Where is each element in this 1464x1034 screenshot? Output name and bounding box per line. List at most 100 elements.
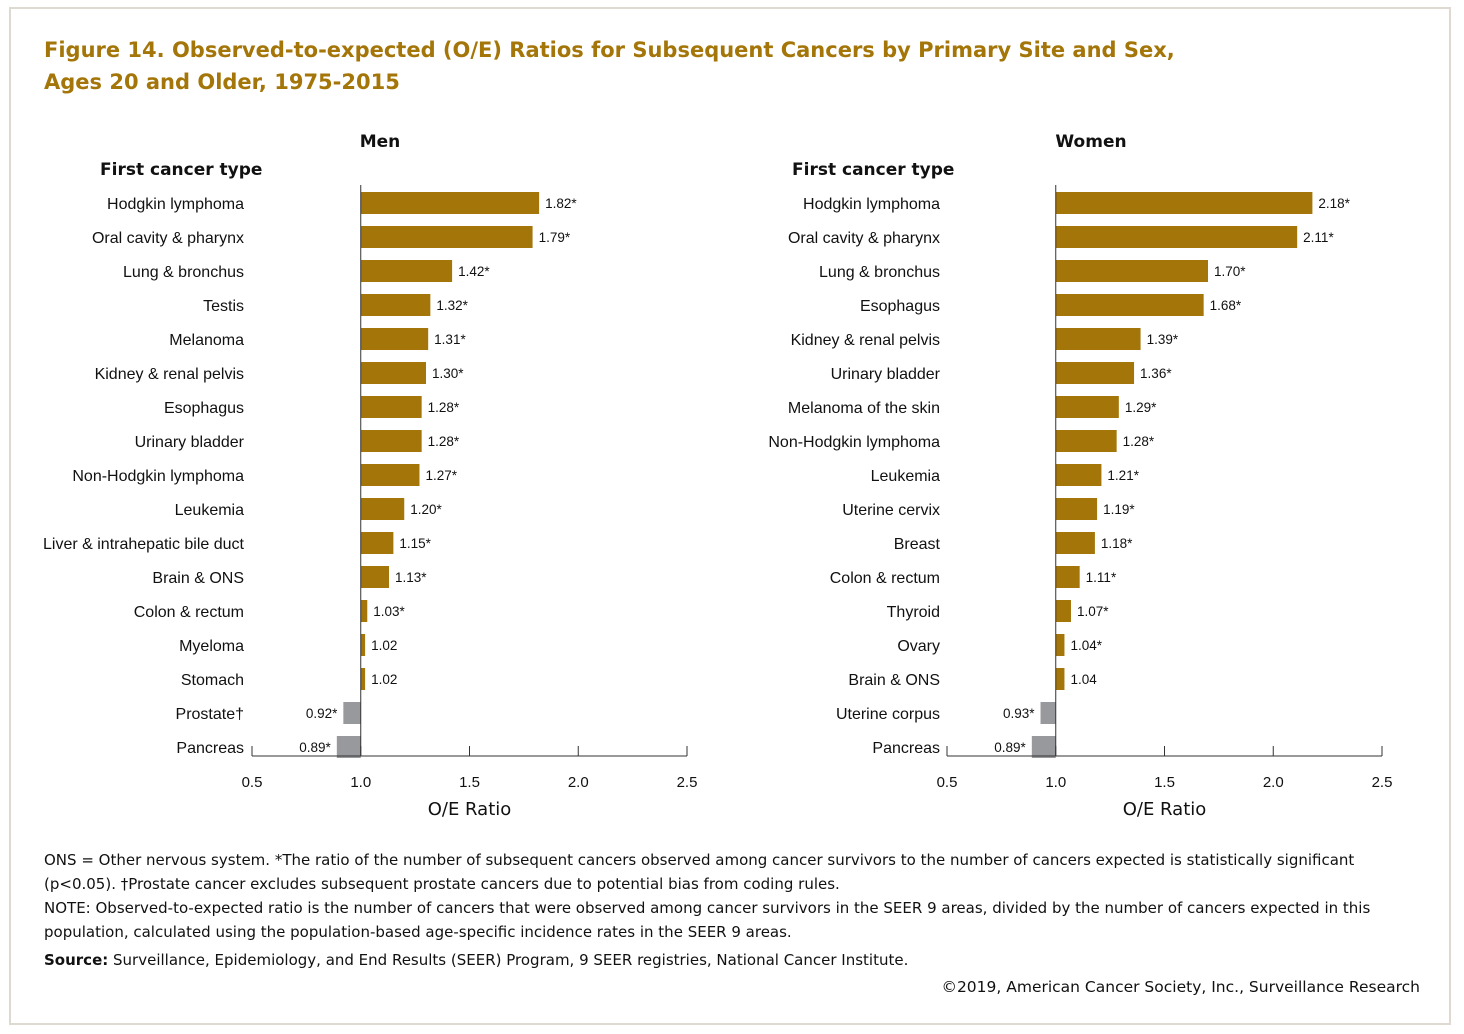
source-text: Surveillance, Epidemiology, and End Resu… — [113, 951, 909, 969]
women-bar — [1055, 532, 1095, 554]
women-category-label: Colon & rectum — [830, 570, 940, 587]
women-value-label: 1.21* — [1107, 468, 1139, 483]
men-category-label: Prostate† — [176, 706, 244, 723]
men-bar — [336, 736, 361, 758]
women-bar — [1055, 328, 1141, 350]
men-category-label: Lung & bronchus — [123, 264, 244, 281]
men-value-label: 1.30* — [432, 366, 464, 381]
men-value-label: 0.92* — [306, 706, 338, 721]
men-bar — [360, 464, 420, 486]
women-value-label: 0.89* — [994, 740, 1026, 755]
men-value-label: 1.31* — [434, 332, 466, 347]
men-value-label: 1.32* — [436, 298, 468, 313]
men-bar — [360, 294, 431, 316]
women-value-label: 1.39* — [1147, 332, 1179, 347]
men-category-label: Stomach — [181, 672, 244, 689]
women-category-label: Non-Hodgkin lymphoma — [768, 434, 940, 451]
women-bar — [1055, 464, 1102, 486]
women-bar — [1055, 600, 1071, 622]
men-bar — [343, 702, 361, 724]
women-category-label: Hodgkin lymphoma — [803, 196, 940, 213]
women-x-tick-label: 2.5 — [1372, 774, 1393, 791]
men-value-label: 1.79* — [539, 230, 571, 245]
women-value-label: 1.18* — [1101, 536, 1133, 551]
women-category-label: Brain & ONS — [848, 672, 940, 689]
men-panel-title: Men — [360, 132, 401, 152]
women-value-label: 1.36* — [1140, 366, 1172, 381]
women-value-label: 1.04* — [1070, 638, 1102, 653]
women-category-label: Uterine cervix — [842, 502, 940, 519]
source-label: Source: — [44, 951, 109, 969]
women-category-label: Kidney & renal pelvis — [791, 332, 940, 349]
women-value-label: 1.19* — [1103, 502, 1135, 517]
men-bar — [360, 634, 366, 656]
women-category-header: First cancer type — [792, 160, 954, 180]
men-x-axis-label: O/E Ratio — [428, 799, 512, 820]
women-bar — [1055, 294, 1204, 316]
men-category-label: Non-Hodgkin lymphoma — [72, 468, 244, 485]
men-category-header: First cancer type — [100, 160, 262, 180]
footnote-ons: ONS = Other nervous system. *The ratio o… — [44, 851, 1355, 893]
men-value-label: 1.13* — [395, 570, 427, 585]
women-x-tick-label: 2.0 — [1263, 774, 1284, 791]
women-x-axis-label: O/E Ratio — [1123, 799, 1207, 820]
men-x-tick-label: 1.0 — [350, 774, 371, 791]
women-category-label: Melanoma of the skin — [788, 400, 940, 417]
women-bar — [1055, 260, 1208, 282]
women-bar — [1055, 192, 1313, 214]
copyright: ©2019, American Cancer Society, Inc., Su… — [941, 978, 1420, 996]
women-value-label: 1.28* — [1123, 434, 1155, 449]
women-value-label: 1.68* — [1210, 298, 1242, 313]
women-value-label: 2.11* — [1303, 230, 1334, 245]
men-value-label: 1.02 — [371, 672, 397, 687]
men-value-label: 1.28* — [428, 434, 460, 449]
men-x-tick-label: 1.5 — [459, 774, 480, 791]
men-category-label: Kidney & renal pelvis — [95, 366, 244, 383]
men-category-label: Hodgkin lymphoma — [107, 196, 244, 213]
women-category-label: Urinary bladder — [831, 366, 941, 383]
figure-frame — [9, 7, 1451, 1025]
women-category-label: Thyroid — [887, 604, 940, 621]
men-bar — [360, 192, 540, 214]
men-category-label: Leukemia — [175, 502, 244, 519]
men-bar — [360, 600, 368, 622]
men-bar — [360, 226, 533, 248]
men-bar — [360, 396, 422, 418]
women-bar — [1055, 226, 1298, 248]
men-x-tick-label: 2.0 — [568, 774, 589, 791]
men-category-label: Testis — [203, 298, 244, 315]
women-value-label: 1.70* — [1214, 264, 1246, 279]
men-x-tick-label: 0.5 — [242, 774, 263, 791]
women-bar — [1055, 668, 1065, 690]
men-bar — [360, 566, 390, 588]
men-category-label: Oral cavity & pharynx — [92, 230, 244, 247]
footnote-note: NOTE: Observed-to-expected ratio is the … — [44, 899, 1371, 941]
women-category-label: Esophagus — [860, 298, 940, 315]
men-value-label: 1.42* — [458, 264, 490, 279]
women-bar — [1055, 566, 1080, 588]
women-value-label: 1.29* — [1125, 400, 1157, 415]
men-value-label: 1.03* — [373, 604, 405, 619]
figure-title: Figure 14. Observed-to-expected (O/E) Ra… — [44, 38, 1175, 94]
men-category-label: Pancreas — [176, 740, 244, 757]
women-value-label: 2.18* — [1318, 196, 1350, 211]
men-bar — [360, 430, 422, 452]
women-bar — [1055, 430, 1117, 452]
women-category-label: Pancreas — [872, 740, 940, 757]
men-x-tick-label: 2.5 — [677, 774, 698, 791]
men-bar — [360, 260, 453, 282]
men-bar — [360, 532, 394, 554]
women-category-label: Leukemia — [871, 468, 940, 485]
women-bar — [1031, 736, 1056, 758]
men-category-label: Liver & intrahepatic bile duct — [43, 536, 245, 553]
men-category-label: Melanoma — [169, 332, 244, 349]
men-value-label: 1.82* — [545, 196, 577, 211]
men-value-label: 1.27* — [425, 468, 457, 483]
men-bar — [360, 362, 426, 384]
men-bar — [360, 498, 405, 520]
men-category-label: Urinary bladder — [135, 434, 245, 451]
men-bar — [360, 668, 366, 690]
men-value-label: 1.15* — [399, 536, 431, 551]
source-line: Source: Surveillance, Epidemiology, and … — [44, 948, 1429, 972]
men-value-label: 1.20* — [410, 502, 442, 517]
